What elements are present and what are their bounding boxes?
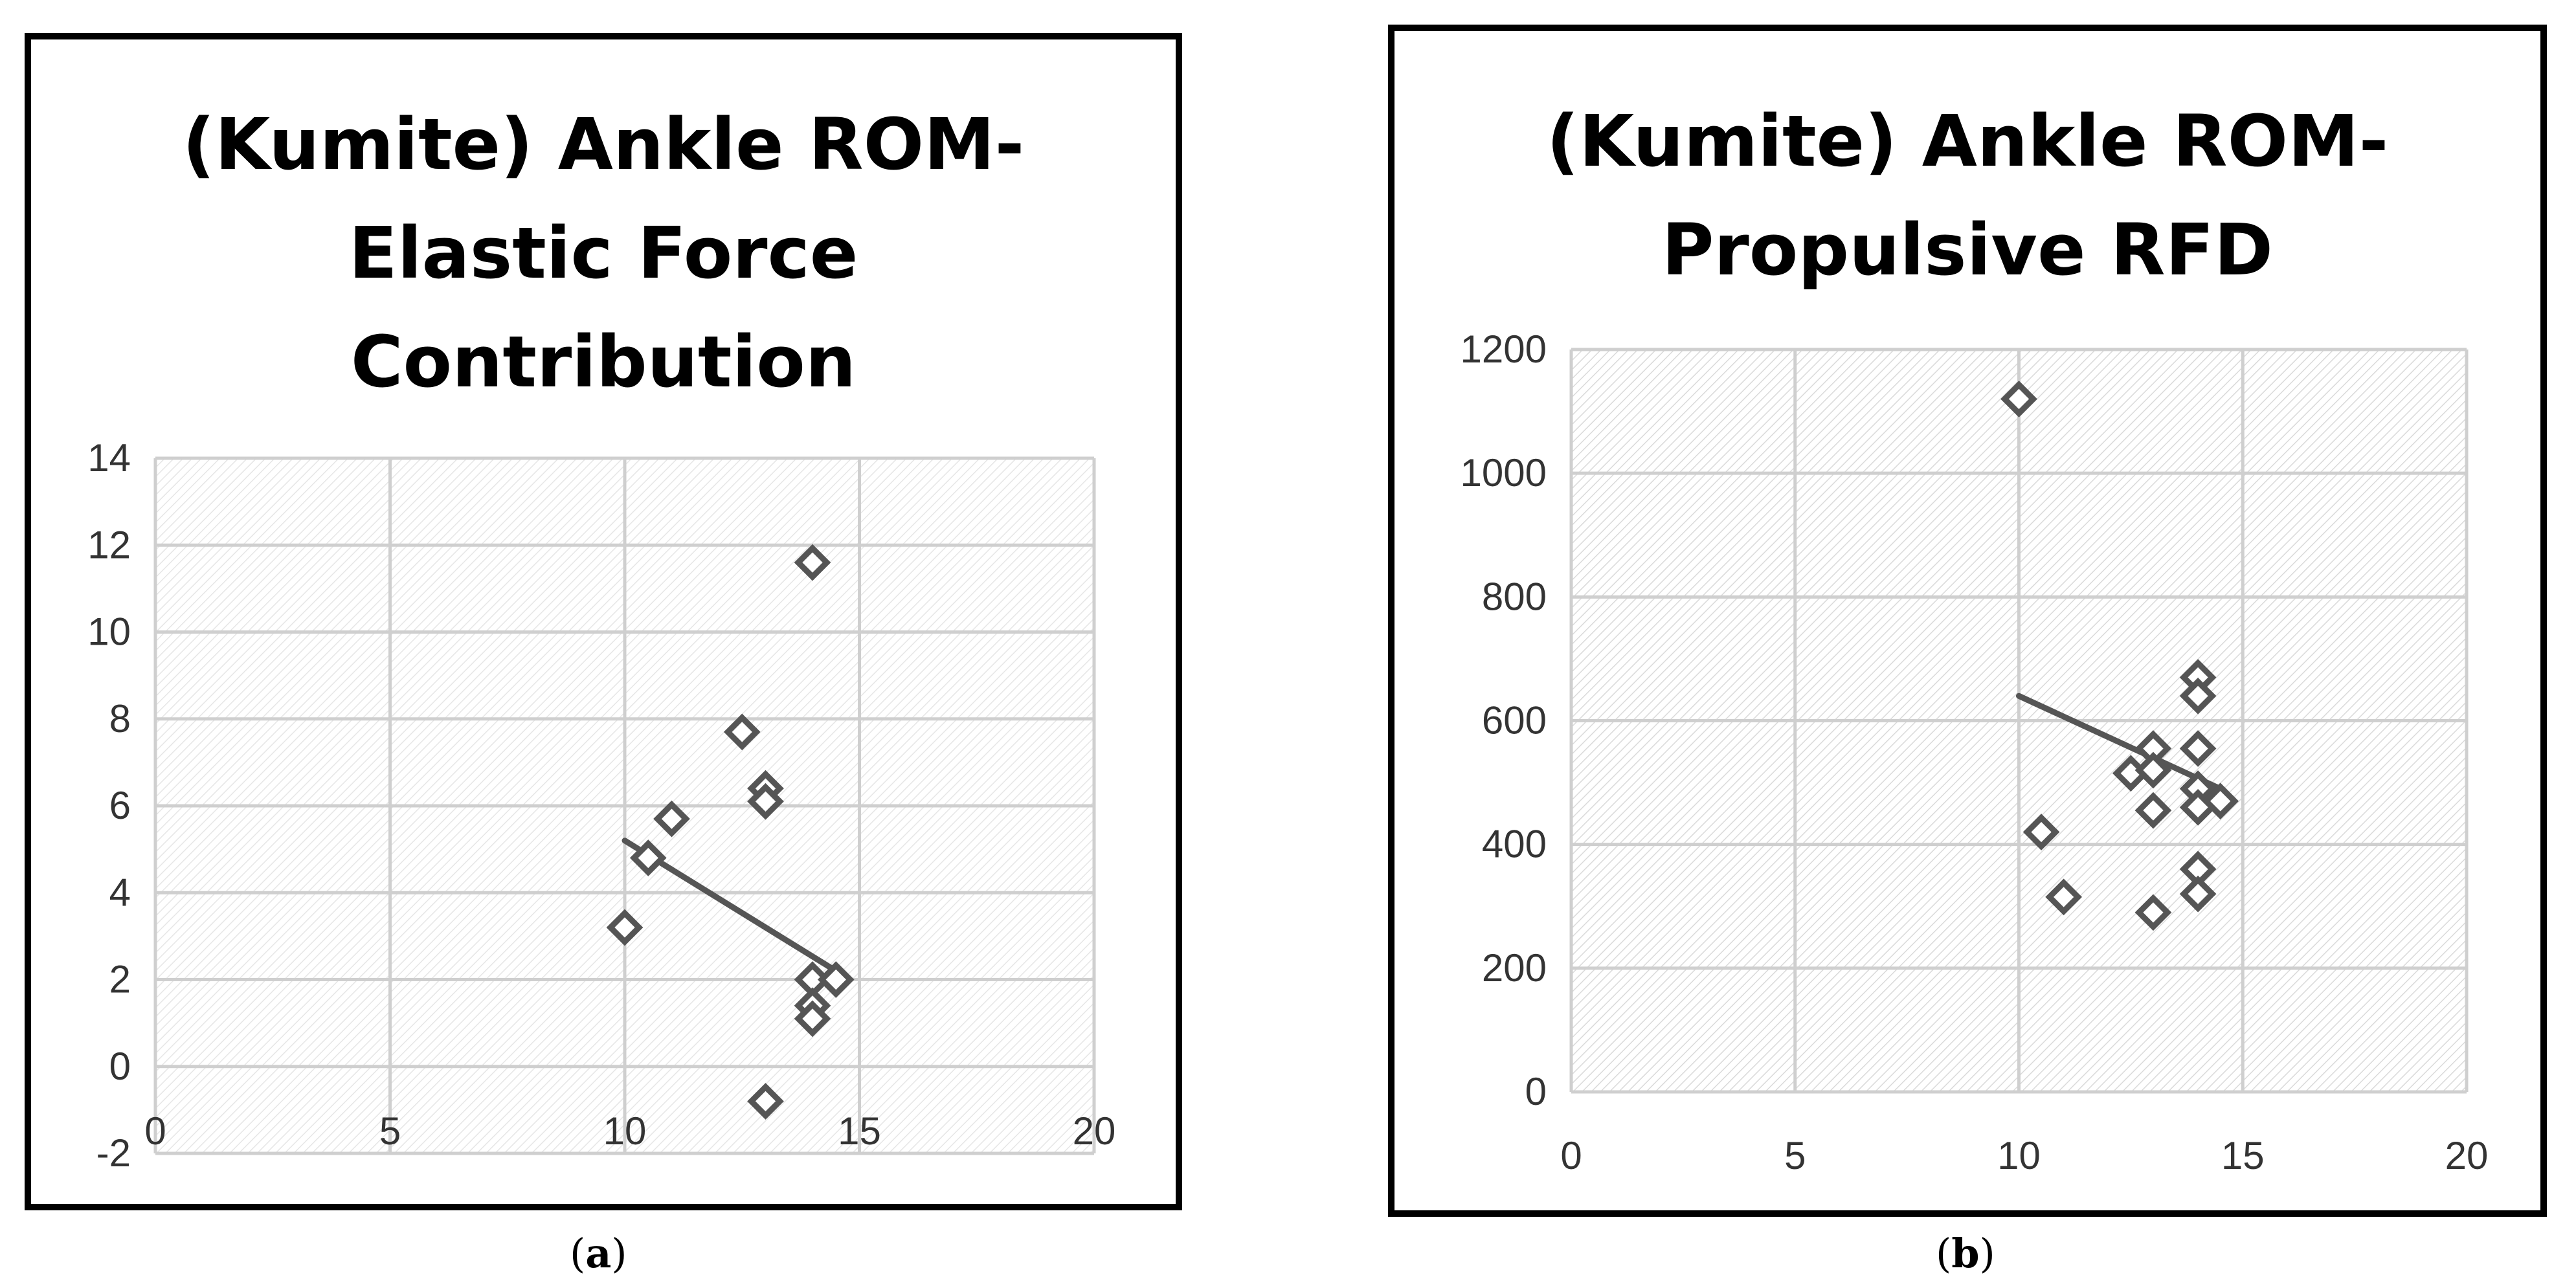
y-tick-label-a-5: 8 (109, 697, 131, 740)
caption-b-letter: b (1951, 1230, 1980, 1277)
y-tick-label-b-4: 800 (1482, 575, 1547, 618)
caption-b: (b) (1936, 1230, 1995, 1277)
chart-title-a-line-2: Elastic Force (348, 212, 858, 294)
data-point-a-1 (629, 839, 667, 876)
x-tick-label-b-1: 5 (1784, 1134, 1806, 1177)
chart-title-a-line-1: (Kumite) Ankle ROM- (182, 103, 1025, 186)
y-tick-label-a-7: 12 (87, 523, 131, 566)
data-point-b-2 (2045, 878, 2083, 916)
y-tick-label-a-3: 4 (109, 871, 131, 914)
data-point-a-10 (794, 1000, 831, 1038)
x-tick-label-a-2: 10 (603, 1109, 647, 1153)
data-point-b-10 (2179, 730, 2217, 767)
x-tick-label-b-2: 10 (1997, 1134, 2041, 1177)
x-tick-label-a-4: 20 (1073, 1109, 1116, 1153)
data-point-b-6 (2134, 792, 2172, 829)
data-point-b-15 (2179, 875, 2217, 913)
y-tick-label-a-4: 6 (109, 784, 131, 827)
data-point-a-11 (747, 1083, 784, 1120)
y-tick-label-b-5: 1000 (1461, 451, 1547, 494)
data-point-b-13 (2202, 783, 2239, 820)
y-tick-label-b-6: 1200 (1461, 328, 1547, 371)
y-tick-label-a-8: 14 (87, 436, 131, 480)
caption-a-letter: a (585, 1230, 612, 1277)
caption-a: (a) (570, 1230, 627, 1277)
data-point-a-8 (817, 961, 855, 998)
x-tick-label-b-0: 0 (1560, 1134, 1582, 1177)
chart-title-b-line-2: Propulsive RFD (1661, 208, 2274, 291)
y-tick-label-a-2: 2 (109, 958, 131, 1001)
data-point-b-5 (2134, 751, 2172, 789)
data-point-b-7 (2134, 894, 2172, 931)
y-tick-label-a-1: 0 (109, 1045, 131, 1088)
chart-title-b: (Kumite) Ankle ROM- Propulsive RFD (1394, 87, 2540, 304)
trendline-b (2016, 693, 2224, 792)
data-point-a-0 (606, 909, 644, 946)
y-tick-label-a-6: 10 (87, 610, 131, 654)
data-point-b-9 (2179, 677, 2217, 715)
y-tick-label-b-1: 200 (1482, 946, 1547, 990)
y-tick-label-b-3: 600 (1482, 699, 1547, 742)
data-point-b-1 (2022, 814, 2060, 850)
chart-title-b-line-1: (Kumite) Ankle ROM- (1546, 100, 2389, 183)
y-tick-label-b-0: 0 (1525, 1070, 1547, 1113)
x-tick-label-a-0: 0 (144, 1109, 166, 1153)
x-tick-label-b-3: 15 (2221, 1134, 2265, 1177)
data-point-a-5 (747, 783, 784, 820)
x-tick-label-a-3: 15 (838, 1109, 881, 1153)
data-point-a-6 (794, 544, 831, 581)
data-point-a-2 (653, 800, 690, 838)
x-tick-label-a-1: 5 (379, 1109, 401, 1153)
chart-title-a: (Kumite) Ankle ROM- Elastic Force Contri… (31, 90, 1176, 416)
data-point-b-0 (2000, 381, 2037, 417)
data-point-a-3 (723, 713, 761, 751)
x-tick-label-b-4: 20 (2445, 1134, 2489, 1177)
y-tick-label-a-0: -2 (96, 1131, 131, 1175)
y-tick-label-b-2: 400 (1482, 823, 1547, 866)
chart-title-a-line-3: Contribution (350, 320, 857, 403)
